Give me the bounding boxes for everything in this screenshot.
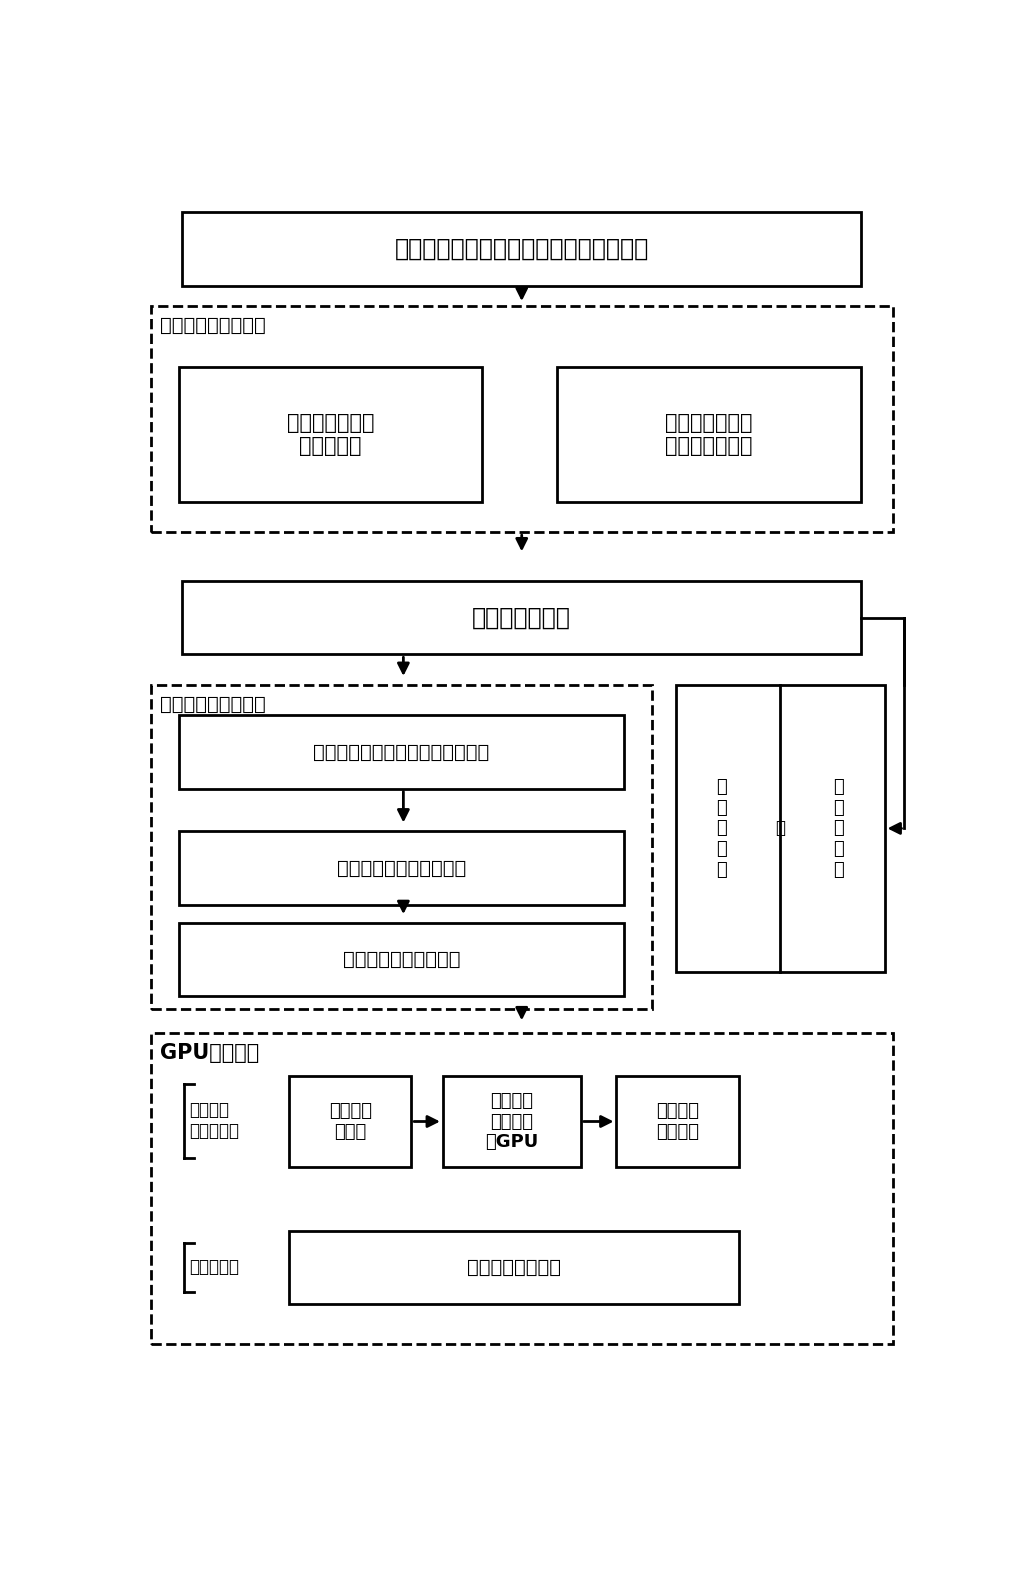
Bar bbox=[616, 1075, 739, 1167]
Text: 物体空间
误差映射
到GPU: 物体空间 误差映射 到GPU bbox=[486, 1091, 539, 1151]
Text: 动态缝合带顶点细分生成: 动态缝合带顶点细分生成 bbox=[337, 858, 466, 877]
Text: 基于四叉树和动态缝合带的地形区域划分: 基于四叉树和动态缝合带的地形区域划分 bbox=[395, 236, 648, 262]
Bar bbox=[151, 1032, 893, 1345]
Bar bbox=[182, 213, 861, 285]
Text: 主
要
地
形
块: 主 要 地 形 块 bbox=[717, 777, 727, 879]
Text: 动态缝合带实时三角化: 动态缝合带实时三角化 bbox=[343, 950, 460, 969]
Text: 补
丁
地
形
块: 补 丁 地 形 块 bbox=[834, 777, 844, 879]
Bar bbox=[151, 306, 893, 533]
Text: 动态缝合带与地形块邻接关系建立: 动态缝合带与地形块邻接关系建立 bbox=[314, 742, 490, 761]
Bar bbox=[151, 685, 652, 1009]
Text: 多层次地形模型更新: 多层次地形模型更新 bbox=[161, 316, 266, 335]
Bar bbox=[178, 831, 624, 904]
Bar bbox=[178, 923, 624, 996]
Text: 并行生成动态缝合带: 并行生成动态缝合带 bbox=[161, 695, 266, 714]
Text: 与: 与 bbox=[775, 820, 785, 837]
Bar bbox=[443, 1075, 581, 1167]
Text: 曲面细分
控制着色器: 曲面细分 控制着色器 bbox=[188, 1102, 239, 1140]
Bar bbox=[289, 1231, 739, 1304]
Text: 生成连续的地形
块内部细分级别: 生成连续的地形 块内部细分级别 bbox=[666, 412, 753, 457]
Text: 基于视点位置的
地形块选取: 基于视点位置的 地形块选取 bbox=[287, 412, 375, 457]
Bar bbox=[182, 580, 861, 655]
Bar bbox=[557, 368, 861, 501]
Text: 几何着色器: 几何着色器 bbox=[188, 1258, 239, 1277]
Text: 曲面细分
级别计算: 曲面细分 级别计算 bbox=[656, 1102, 699, 1140]
Bar bbox=[676, 685, 885, 972]
Bar bbox=[178, 715, 624, 788]
Text: 补丁地形块三角化: 补丁地形块三角化 bbox=[467, 1258, 561, 1277]
Text: 主要地形
块裁剪: 主要地形 块裁剪 bbox=[329, 1102, 372, 1140]
Bar bbox=[178, 368, 483, 501]
Text: 多级视锥体裁剪: 多级视锥体裁剪 bbox=[472, 606, 571, 630]
Bar bbox=[289, 1075, 411, 1167]
Text: GPU渲染阶段: GPU渲染阶段 bbox=[161, 1042, 260, 1063]
